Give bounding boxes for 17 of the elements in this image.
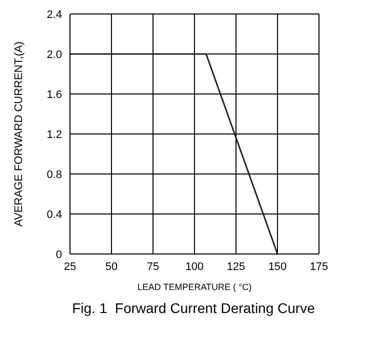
- text: Fig. 1 Forward Current Derating Curve: [71, 300, 316, 316]
- x-tick-label: 75: [146, 260, 160, 273]
- x-tick-label: 25: [64, 260, 76, 273]
- y-tick-label: 0: [56, 248, 62, 261]
- y-tick-label: 0.8: [46, 168, 62, 181]
- x-axis-title: LEAD TEMPERATURE ( °C): [137, 282, 252, 292]
- x-tick-label: 50: [105, 260, 118, 273]
- y-tick-label: 1.2: [46, 128, 62, 141]
- y-tick-label: 2.4: [46, 8, 62, 21]
- x-tick-label: 125: [226, 260, 246, 273]
- y-tick-label: 1.6: [46, 88, 62, 101]
- x-tick-label: 175: [310, 260, 328, 273]
- y-axis-title: AVERAGE FORWARD CURRENT,(A): [12, 42, 25, 226]
- y-tick-label: 2.0: [46, 48, 62, 61]
- x-tick-label: 150: [268, 260, 287, 273]
- x-tick-label: 100: [185, 260, 204, 273]
- y-tick-label: 0.4: [46, 208, 62, 221]
